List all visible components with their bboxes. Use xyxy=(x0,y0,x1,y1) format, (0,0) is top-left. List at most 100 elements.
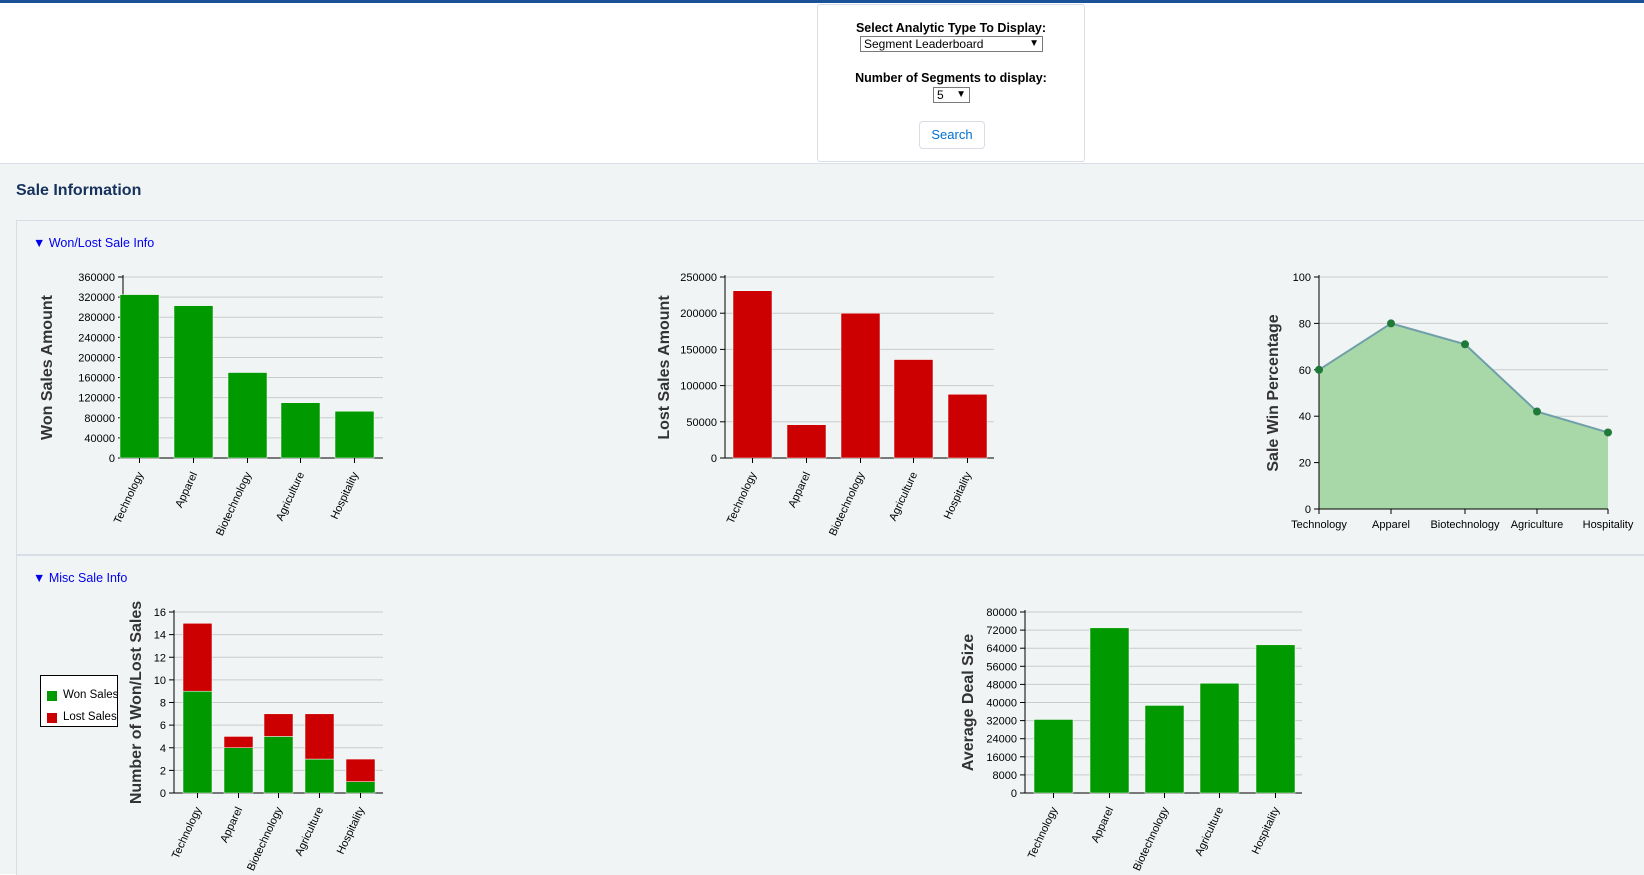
bar-biotechnology xyxy=(1144,705,1185,794)
y-tick-label: 40000 xyxy=(84,433,115,445)
top-accent-line xyxy=(0,0,1644,3)
y-tick-label: 24000 xyxy=(986,734,1017,746)
bar-biotechnology xyxy=(840,312,881,459)
y-tick-label: 0 xyxy=(160,788,166,800)
bar-lost-agriculture xyxy=(304,713,335,760)
y-tick-label: 50000 xyxy=(686,417,717,429)
x-tick-label: Technology xyxy=(112,470,147,526)
won-lost-toggle[interactable]: ▼ Won/Lost Sale Info xyxy=(33,236,155,250)
bar-hospitality xyxy=(947,394,988,459)
y-tick-label: 56000 xyxy=(986,661,1017,673)
x-tick-label: Biotechnology xyxy=(827,470,867,538)
segments-count-value: 5 xyxy=(937,88,944,102)
bar-technology xyxy=(732,290,773,459)
count-chart-group: 0 2 4 6 8 10 12 14 16 Number of Won/Lost Sales Tec… xyxy=(128,601,383,873)
bar-lost-biotechnology xyxy=(263,713,294,737)
y-tick-label: 32000 xyxy=(986,716,1017,728)
x-tick-label: Hospitality xyxy=(335,805,368,857)
y-axis-title: Won Sales Amount xyxy=(39,294,56,440)
filter-panel: Select Analytic Type To Display: Segment… xyxy=(817,4,1085,162)
bar-technology xyxy=(1033,719,1074,794)
point-technology xyxy=(1315,365,1323,374)
search-button[interactable]: Search xyxy=(919,121,985,149)
y-tick-label: 48000 xyxy=(986,679,1017,691)
y-tick-label: 2 xyxy=(160,765,166,777)
lost-chart-group: 0 50000 100000 150000 200000 250000 Lost Sales… xyxy=(656,272,994,538)
y-tick-label: 80000 xyxy=(84,413,115,425)
x-tick-label: Technology xyxy=(170,805,205,861)
bar-won-apparel xyxy=(223,747,254,794)
dropdown-arrow-icon: ▼ xyxy=(956,89,966,100)
bar-won-technology xyxy=(182,690,213,794)
segments-count-label: Number of Segments to display: xyxy=(855,71,1047,85)
misc-toggle[interactable]: ▼ Misc Sale Info xyxy=(33,571,128,585)
bar-lost-apparel xyxy=(223,736,254,748)
legend-label-lost: Lost Sales xyxy=(63,711,117,723)
y-tick-label: 40 xyxy=(1299,411,1311,423)
y-tick-label: 80000 xyxy=(986,607,1017,619)
y-axis-title: Sale Win Percentage xyxy=(1265,314,1282,471)
won-chart-group: 0 40000 80000 120000 160000 200000 240000 28000… xyxy=(39,272,383,538)
x-tick-label: Biotechnology xyxy=(214,470,254,538)
y-tick-label: 6 xyxy=(160,720,166,732)
x-tick-label: Biotechnology xyxy=(245,805,285,873)
x-tick-label: Hospitality xyxy=(329,470,362,522)
y-tick-label: 200000 xyxy=(680,308,717,320)
y-tick-label: 0 xyxy=(711,453,717,465)
x-tick-label: Technology xyxy=(725,470,760,526)
y-tick-label: 100 xyxy=(1293,272,1311,284)
segments-count-select[interactable]: 5 ▼ xyxy=(933,87,970,103)
win-area-fill xyxy=(1319,323,1608,509)
y-tick-label: 10 xyxy=(154,675,166,687)
y-tick-label: 4 xyxy=(160,743,166,755)
x-tick-label: Apparel xyxy=(173,470,200,509)
y-axis-title: Average Deal Size xyxy=(960,634,977,771)
y-tick-label: 160000 xyxy=(78,373,115,385)
y-tick-label: 0 xyxy=(1305,504,1311,516)
y-tick-label: 16 xyxy=(154,607,166,619)
x-tick-label: Agriculture xyxy=(887,470,920,523)
x-tick-label: Technology xyxy=(1291,519,1347,531)
y-tick-label: 16000 xyxy=(986,752,1017,764)
y-axis-title: Lost Sales Amount xyxy=(656,295,673,440)
x-tick-label: Apparel xyxy=(786,470,813,509)
x-tick-label: Apparel xyxy=(1372,519,1410,531)
y-tick-label: 100000 xyxy=(680,381,717,393)
x-tick-label: Hospitality xyxy=(1583,519,1634,531)
y-tick-label: 320000 xyxy=(78,292,115,304)
y-tick-label: 40000 xyxy=(986,698,1017,710)
y-tick-label: 280000 xyxy=(78,312,115,324)
x-tick-label: Biotechnology xyxy=(1131,805,1171,873)
bar-agriculture xyxy=(1199,683,1240,794)
analytic-type-select[interactable]: Segment Leaderboard ▼ xyxy=(860,36,1043,52)
y-tick-label: 80 xyxy=(1299,318,1311,330)
bar-won-agriculture xyxy=(304,758,335,794)
x-tick-label: Agriculture xyxy=(1193,805,1226,858)
y-tick-label: 360000 xyxy=(78,272,115,284)
y-tick-label: 64000 xyxy=(986,643,1017,655)
y-tick-label: 250000 xyxy=(680,272,717,284)
bar-lost-technology xyxy=(182,623,213,692)
y-tick-label: 60 xyxy=(1299,365,1311,377)
x-tick-label: Biotechnology xyxy=(1430,519,1500,531)
bar-apparel xyxy=(1089,627,1130,794)
bar-technology xyxy=(119,294,160,459)
bar-won-biotechnology xyxy=(263,736,294,794)
chart-legend: Won Sales Lost Sales xyxy=(40,675,118,727)
x-tick-label: Agriculture xyxy=(1511,519,1564,531)
y-tick-label: 120000 xyxy=(78,393,115,405)
bar-agriculture xyxy=(280,402,321,459)
x-tick-label: Apparel xyxy=(218,805,245,844)
x-tick-label: Agriculture xyxy=(293,805,326,858)
y-tick-label: 200000 xyxy=(78,352,115,364)
bar-won-hospitality xyxy=(345,781,376,794)
point-hospitality xyxy=(1604,428,1612,437)
legend-swatch-won xyxy=(47,691,57,701)
bar-lost-hospitality xyxy=(345,758,376,782)
x-tick-label: Technology xyxy=(1026,805,1061,861)
y-tick-label: 14 xyxy=(154,630,166,642)
point-agriculture xyxy=(1533,407,1541,416)
bar-hospitality xyxy=(334,410,375,459)
dropdown-arrow-icon: ▼ xyxy=(1029,38,1039,49)
